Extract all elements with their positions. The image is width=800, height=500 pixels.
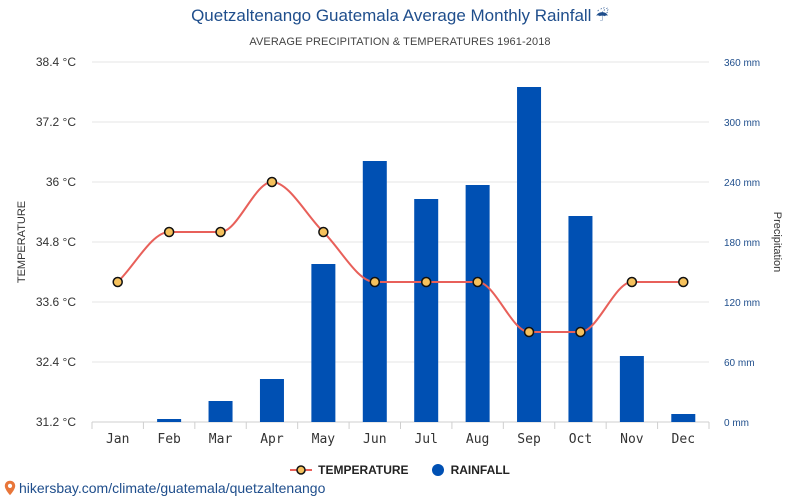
rainfall-legend-icon (431, 464, 444, 476)
right-tick-label: 120 mm (724, 298, 760, 309)
legend-temperature-label: TEMPERATURE (318, 463, 409, 477)
left-tick-label: 34.8 °C (36, 235, 76, 249)
temperature-point (163, 226, 175, 238)
rainfall-bar (465, 185, 490, 422)
right-tick-label: 180 mm (724, 238, 760, 249)
x-tick-label: Apr (260, 432, 284, 447)
right-tick-label: 60 mm (724, 358, 755, 369)
rainfall-bar (157, 419, 182, 422)
axes: 31.2 °C 32.4 °C 33.6 °C 34.8 °C 36 °C 37.2 °C… (16, 55, 783, 447)
legend: TEMPERATURE RAINFALL (0, 463, 800, 477)
x-tick-label: Jan (106, 432, 129, 447)
x-tick-label: Nov (620, 432, 644, 447)
rainfall-bar (414, 199, 439, 422)
temperature-point (215, 226, 226, 238)
legend-item-rainfall[interactable]: RAINFALL (431, 463, 510, 477)
left-tick-label: 31.2 °C (36, 415, 76, 429)
temperature-point (472, 276, 483, 288)
left-axis-title: TEMPERATURE (16, 201, 28, 283)
x-tick-label: May (312, 432, 336, 447)
x-tick-label: Jun (363, 432, 386, 447)
legend-item-temperature[interactable]: TEMPERATURE (290, 463, 409, 477)
temperature-point (626, 276, 638, 288)
rainfall-bar (311, 264, 336, 422)
temperature-point (369, 276, 381, 288)
chart-title: Quetzaltenango Guatemala Average Monthly… (0, 6, 800, 26)
rainfall-bar (517, 87, 542, 422)
source-link[interactable]: hikersbay.com/climate/guatemala/quetzalt… (4, 480, 325, 496)
temperature-line (117, 180, 684, 333)
x-tick-label: Dec (672, 432, 695, 447)
temperature-point (575, 326, 586, 338)
right-tick-label: 360 mm (724, 58, 760, 69)
temperature-point (678, 276, 689, 288)
temperature-point (266, 176, 278, 188)
left-tick-label: 38.4 °C (36, 55, 76, 69)
temperature-point (523, 326, 535, 338)
temperature-point (318, 226, 329, 238)
right-tick-label: 240 mm (724, 178, 760, 189)
source-link-text[interactable]: hikersbay.com/climate/guatemala/quetzalt… (19, 480, 326, 496)
temperature-line-group (112, 176, 689, 338)
left-tick-label: 37.2 °C (36, 115, 76, 129)
x-tick-label: Jul (414, 432, 437, 447)
x-tick-label: Mar (209, 432, 233, 447)
rainfall-bars (157, 87, 696, 422)
chart-title-text: Quetzaltenango Guatemala Average Monthly… (191, 6, 592, 25)
left-tick-label: 33.6 °C (36, 295, 76, 309)
rainfall-bar (208, 401, 233, 422)
chart-subtitle: AVERAGE PRECIPITATION & TEMPERATURES 196… (249, 36, 551, 48)
legend-rainfall-label: RAINFALL (450, 463, 510, 477)
grid-lines (91, 61, 710, 429)
x-tick-label: Sep (517, 432, 541, 447)
right-axis-title: Precipitation (771, 212, 783, 273)
right-tick-label: 0 mm (724, 418, 749, 429)
rainfall-bar (671, 414, 696, 422)
left-tick-label: 32.4 °C (36, 355, 76, 369)
right-tick-label: 300 mm (724, 118, 760, 129)
x-tick-label: Feb (157, 432, 181, 447)
left-tick-label: 36 °C (46, 175, 76, 189)
climate-chart: 31.2 °C 32.4 °C 33.6 °C 34.8 °C 36 °C 37.2 °C… (16, 55, 783, 447)
rainfall-bar (362, 161, 387, 422)
rainfall-bar (619, 356, 644, 422)
x-tick-label: Oct (569, 432, 592, 447)
rainfall-bar (568, 216, 593, 422)
temperature-legend-icon (290, 465, 313, 475)
temperature-point (420, 276, 432, 288)
rainfall-bar (259, 379, 284, 422)
umbrella-icon: ☔ (595, 8, 609, 25)
temperature-point (112, 276, 123, 288)
x-tick-label: Aug (466, 432, 489, 447)
map-pin-icon (4, 480, 16, 496)
